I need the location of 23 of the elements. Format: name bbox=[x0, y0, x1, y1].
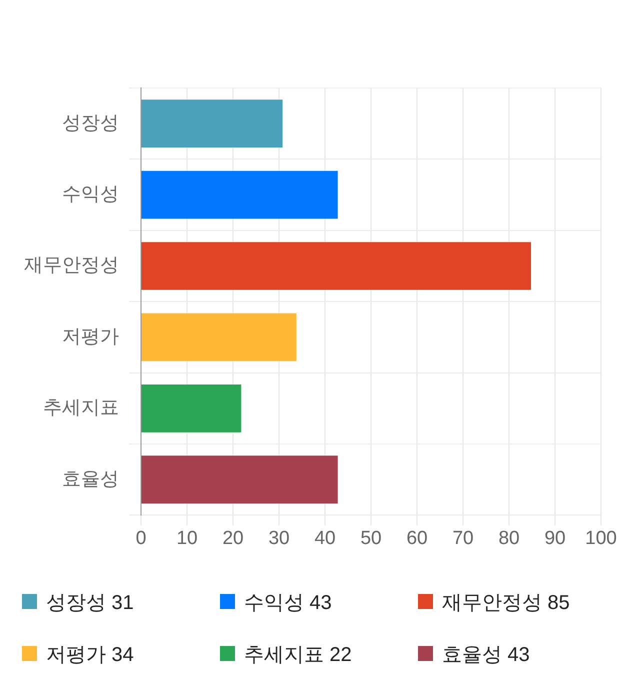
x-tick-label: 80 bbox=[498, 528, 520, 549]
legend-label: 효율성 43 bbox=[442, 643, 530, 668]
y-tick-label: 효율성 bbox=[62, 468, 119, 490]
x-tick-label: 90 bbox=[544, 528, 566, 549]
y-tick-label: 수익성 bbox=[62, 184, 119, 206]
x-tick-label: 0 bbox=[136, 528, 146, 549]
x-tick-label: 10 bbox=[176, 528, 198, 549]
x-tick-label: 20 bbox=[222, 528, 244, 549]
legend-label: 저평가 34 bbox=[46, 643, 134, 668]
x-tick-label: 100 bbox=[585, 528, 617, 549]
legend-label: 재무안정성 85 bbox=[442, 591, 570, 616]
y-tick-label: 추세지표 bbox=[43, 398, 119, 419]
legend-label: 추세지표 22 bbox=[244, 643, 352, 668]
y-tick-label: 저평가 bbox=[62, 326, 119, 348]
y-tick-label: 재무안정성 bbox=[24, 255, 119, 276]
x-tick-label: 50 bbox=[360, 528, 382, 549]
legend-label: 성장성 31 bbox=[46, 591, 134, 616]
x-tick-label: 70 bbox=[452, 528, 474, 549]
x-tick-label: 30 bbox=[268, 528, 290, 549]
y-tick-label: 성장성 bbox=[62, 112, 119, 134]
x-tick-label: 40 bbox=[314, 528, 336, 549]
x-tick-label: 60 bbox=[406, 528, 428, 549]
legend-label: 수익성 43 bbox=[244, 591, 332, 616]
